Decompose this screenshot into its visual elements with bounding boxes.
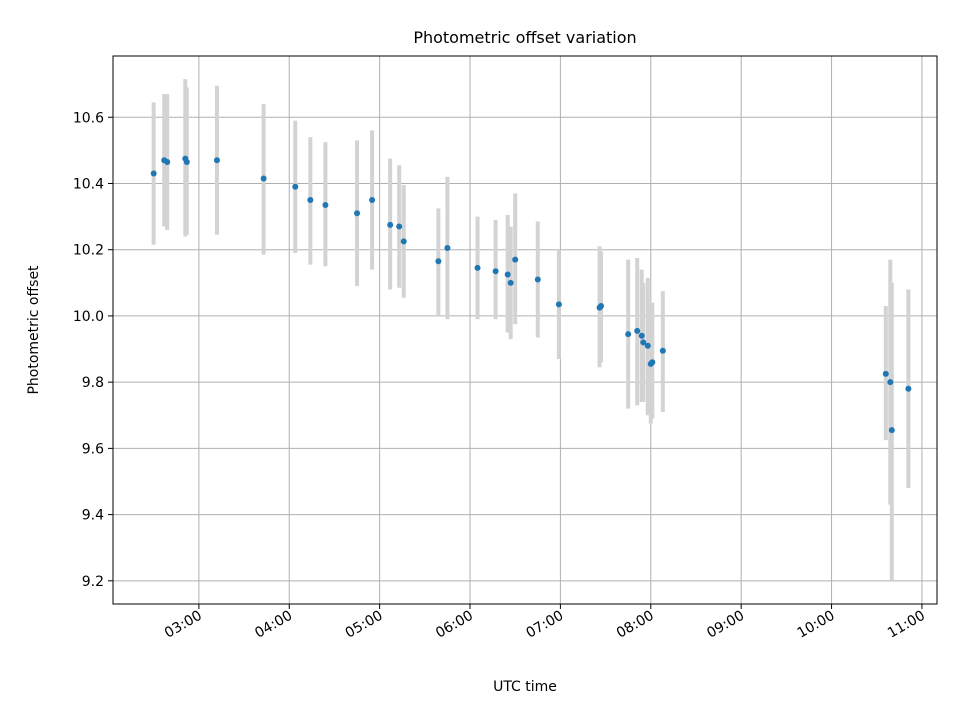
data-point bbox=[555, 301, 562, 308]
data-point bbox=[534, 276, 541, 283]
x-tick-label: 04:00 bbox=[252, 608, 295, 642]
data-point bbox=[882, 370, 889, 377]
data-point bbox=[659, 347, 666, 354]
data-point bbox=[504, 271, 511, 278]
y-tick-label: 9.6 bbox=[82, 441, 104, 457]
y-tick-label: 9.8 bbox=[82, 375, 104, 391]
y-axis-ticks: 9.2 9.4 9.6 9.8 10.0 10.2 10.4 10.6 bbox=[73, 110, 113, 590]
data-point bbox=[150, 170, 157, 177]
x-tick-label: 08:00 bbox=[614, 608, 657, 642]
data-point bbox=[888, 427, 895, 434]
error-bars bbox=[151, 79, 911, 581]
x-axis-label: UTC time bbox=[493, 679, 557, 695]
data-point bbox=[512, 256, 519, 263]
x-tick-label: 09:00 bbox=[704, 608, 747, 642]
data-point bbox=[435, 258, 442, 265]
y-tick-label: 9.2 bbox=[82, 574, 104, 590]
data-point bbox=[905, 385, 912, 392]
data-point bbox=[492, 268, 499, 275]
data-point bbox=[444, 245, 451, 252]
data-point bbox=[507, 279, 514, 286]
x-tick-label: 03:00 bbox=[162, 608, 205, 642]
data-point bbox=[649, 359, 656, 366]
chart-title: Photometric offset variation bbox=[413, 28, 636, 47]
data-point bbox=[322, 202, 329, 209]
data-point bbox=[396, 223, 403, 230]
data-point bbox=[474, 264, 481, 271]
data-point bbox=[625, 331, 632, 338]
y-tick-label: 10.4 bbox=[73, 176, 104, 192]
data-point bbox=[354, 210, 361, 217]
y-axis-label: Photometric offset bbox=[26, 265, 42, 395]
y-tick-label: 10.2 bbox=[73, 243, 104, 259]
x-tick-label: 10:00 bbox=[795, 608, 838, 642]
data-point bbox=[638, 332, 645, 339]
x-axis-ticks: 03:00 04:00 05:00 06:00 07:00 08:00 09:00 10:00… bbox=[162, 604, 928, 642]
grid-lines bbox=[113, 56, 937, 604]
x-tick-label: 06:00 bbox=[433, 608, 476, 642]
data-point bbox=[887, 379, 894, 386]
data-point bbox=[598, 302, 605, 309]
data-point bbox=[213, 157, 220, 164]
data-point bbox=[307, 197, 314, 204]
data-point bbox=[640, 339, 647, 346]
x-tick-label: 05:00 bbox=[343, 608, 386, 642]
x-tick-label: 11:00 bbox=[885, 608, 928, 642]
x-tick-label: 07:00 bbox=[523, 608, 566, 642]
data-point bbox=[644, 342, 651, 349]
y-tick-label: 9.4 bbox=[82, 508, 104, 524]
plot-frame bbox=[112, 55, 938, 605]
data-point bbox=[400, 238, 407, 245]
data-points bbox=[150, 155, 912, 434]
data-point bbox=[634, 327, 641, 334]
data-point bbox=[369, 197, 376, 204]
y-tick-label: 10.0 bbox=[73, 309, 104, 325]
data-point bbox=[292, 183, 299, 190]
data-point bbox=[387, 221, 394, 228]
data-point bbox=[260, 175, 267, 182]
y-tick-label: 10.6 bbox=[73, 110, 104, 126]
data-point bbox=[183, 158, 190, 165]
data-point bbox=[164, 158, 171, 165]
